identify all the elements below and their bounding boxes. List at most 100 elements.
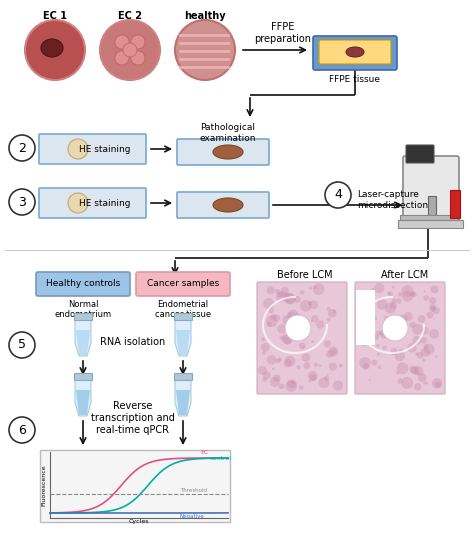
Bar — [40, 450, 230, 522]
Circle shape — [310, 320, 313, 322]
Circle shape — [416, 371, 419, 375]
Circle shape — [280, 335, 285, 340]
Circle shape — [385, 302, 396, 314]
Circle shape — [399, 349, 403, 353]
Circle shape — [299, 342, 306, 349]
Circle shape — [370, 304, 375, 309]
Circle shape — [371, 359, 378, 366]
Circle shape — [388, 328, 398, 337]
Text: HE staining: HE staining — [79, 145, 131, 153]
Circle shape — [398, 292, 402, 296]
Circle shape — [387, 292, 391, 295]
Circle shape — [333, 310, 337, 313]
Circle shape — [283, 335, 292, 344]
Text: Negative: Negative — [180, 514, 205, 519]
Circle shape — [299, 385, 303, 390]
Polygon shape — [76, 330, 90, 355]
Circle shape — [292, 313, 301, 321]
Bar — [174, 313, 192, 320]
Circle shape — [270, 314, 276, 320]
Ellipse shape — [213, 145, 243, 159]
Circle shape — [339, 364, 343, 368]
Circle shape — [287, 379, 297, 388]
Circle shape — [300, 300, 311, 312]
Circle shape — [421, 327, 429, 335]
Text: Before LCM: Before LCM — [277, 270, 333, 280]
Circle shape — [273, 314, 280, 322]
Text: 4: 4 — [334, 188, 342, 202]
FancyBboxPatch shape — [406, 145, 434, 163]
Text: EC 1: EC 1 — [43, 11, 67, 21]
Text: control: control — [210, 456, 232, 461]
Circle shape — [430, 286, 438, 294]
Text: healthy: healthy — [184, 11, 226, 21]
Circle shape — [397, 363, 409, 374]
Circle shape — [427, 312, 433, 318]
Circle shape — [291, 381, 295, 384]
Circle shape — [395, 331, 399, 334]
Circle shape — [297, 365, 301, 369]
Circle shape — [423, 381, 425, 384]
Bar — [428, 196, 436, 216]
Circle shape — [100, 20, 160, 80]
Bar — [74, 373, 92, 380]
Circle shape — [278, 293, 283, 298]
Circle shape — [68, 139, 88, 159]
Circle shape — [316, 320, 324, 329]
Circle shape — [115, 35, 129, 49]
Circle shape — [319, 364, 322, 367]
Text: RNA isolation: RNA isolation — [100, 337, 165, 347]
Text: Cancer samples: Cancer samples — [147, 280, 219, 288]
Circle shape — [287, 312, 294, 320]
Circle shape — [390, 302, 397, 309]
Circle shape — [294, 296, 301, 303]
Circle shape — [396, 371, 400, 374]
Circle shape — [373, 316, 377, 321]
Circle shape — [410, 291, 416, 297]
Circle shape — [325, 182, 351, 208]
Circle shape — [9, 189, 35, 215]
FancyBboxPatch shape — [313, 36, 397, 70]
Circle shape — [432, 307, 440, 314]
Circle shape — [421, 347, 430, 357]
Circle shape — [392, 298, 397, 303]
Polygon shape — [175, 318, 191, 356]
FancyBboxPatch shape — [177, 192, 269, 218]
Circle shape — [275, 358, 280, 363]
Circle shape — [420, 337, 427, 344]
Circle shape — [284, 359, 292, 367]
Circle shape — [314, 363, 318, 367]
Text: Fluorescence: Fluorescence — [42, 464, 46, 506]
Circle shape — [388, 291, 393, 296]
Circle shape — [331, 349, 337, 354]
Circle shape — [327, 307, 330, 310]
Polygon shape — [356, 290, 375, 345]
Ellipse shape — [346, 47, 364, 57]
Circle shape — [328, 346, 338, 356]
Circle shape — [402, 291, 413, 302]
Polygon shape — [176, 330, 190, 355]
Circle shape — [309, 300, 318, 309]
Text: Laser-capture
microdissection: Laser-capture microdissection — [357, 190, 428, 210]
Circle shape — [25, 20, 85, 80]
Circle shape — [397, 378, 403, 384]
Circle shape — [326, 350, 334, 358]
Circle shape — [301, 353, 310, 362]
Circle shape — [429, 306, 436, 312]
Circle shape — [378, 365, 381, 369]
Circle shape — [423, 295, 429, 301]
Circle shape — [417, 352, 423, 359]
Circle shape — [115, 51, 129, 65]
Text: HE staining: HE staining — [79, 199, 131, 208]
Circle shape — [424, 291, 426, 293]
Circle shape — [376, 344, 380, 348]
Circle shape — [413, 366, 423, 376]
Circle shape — [266, 316, 277, 327]
Circle shape — [267, 322, 272, 327]
Polygon shape — [75, 378, 91, 416]
Circle shape — [327, 374, 328, 376]
Text: Endometrial
cancer tissue: Endometrial cancer tissue — [155, 300, 211, 320]
Circle shape — [418, 315, 425, 323]
Bar — [450, 190, 460, 218]
FancyBboxPatch shape — [403, 156, 459, 225]
